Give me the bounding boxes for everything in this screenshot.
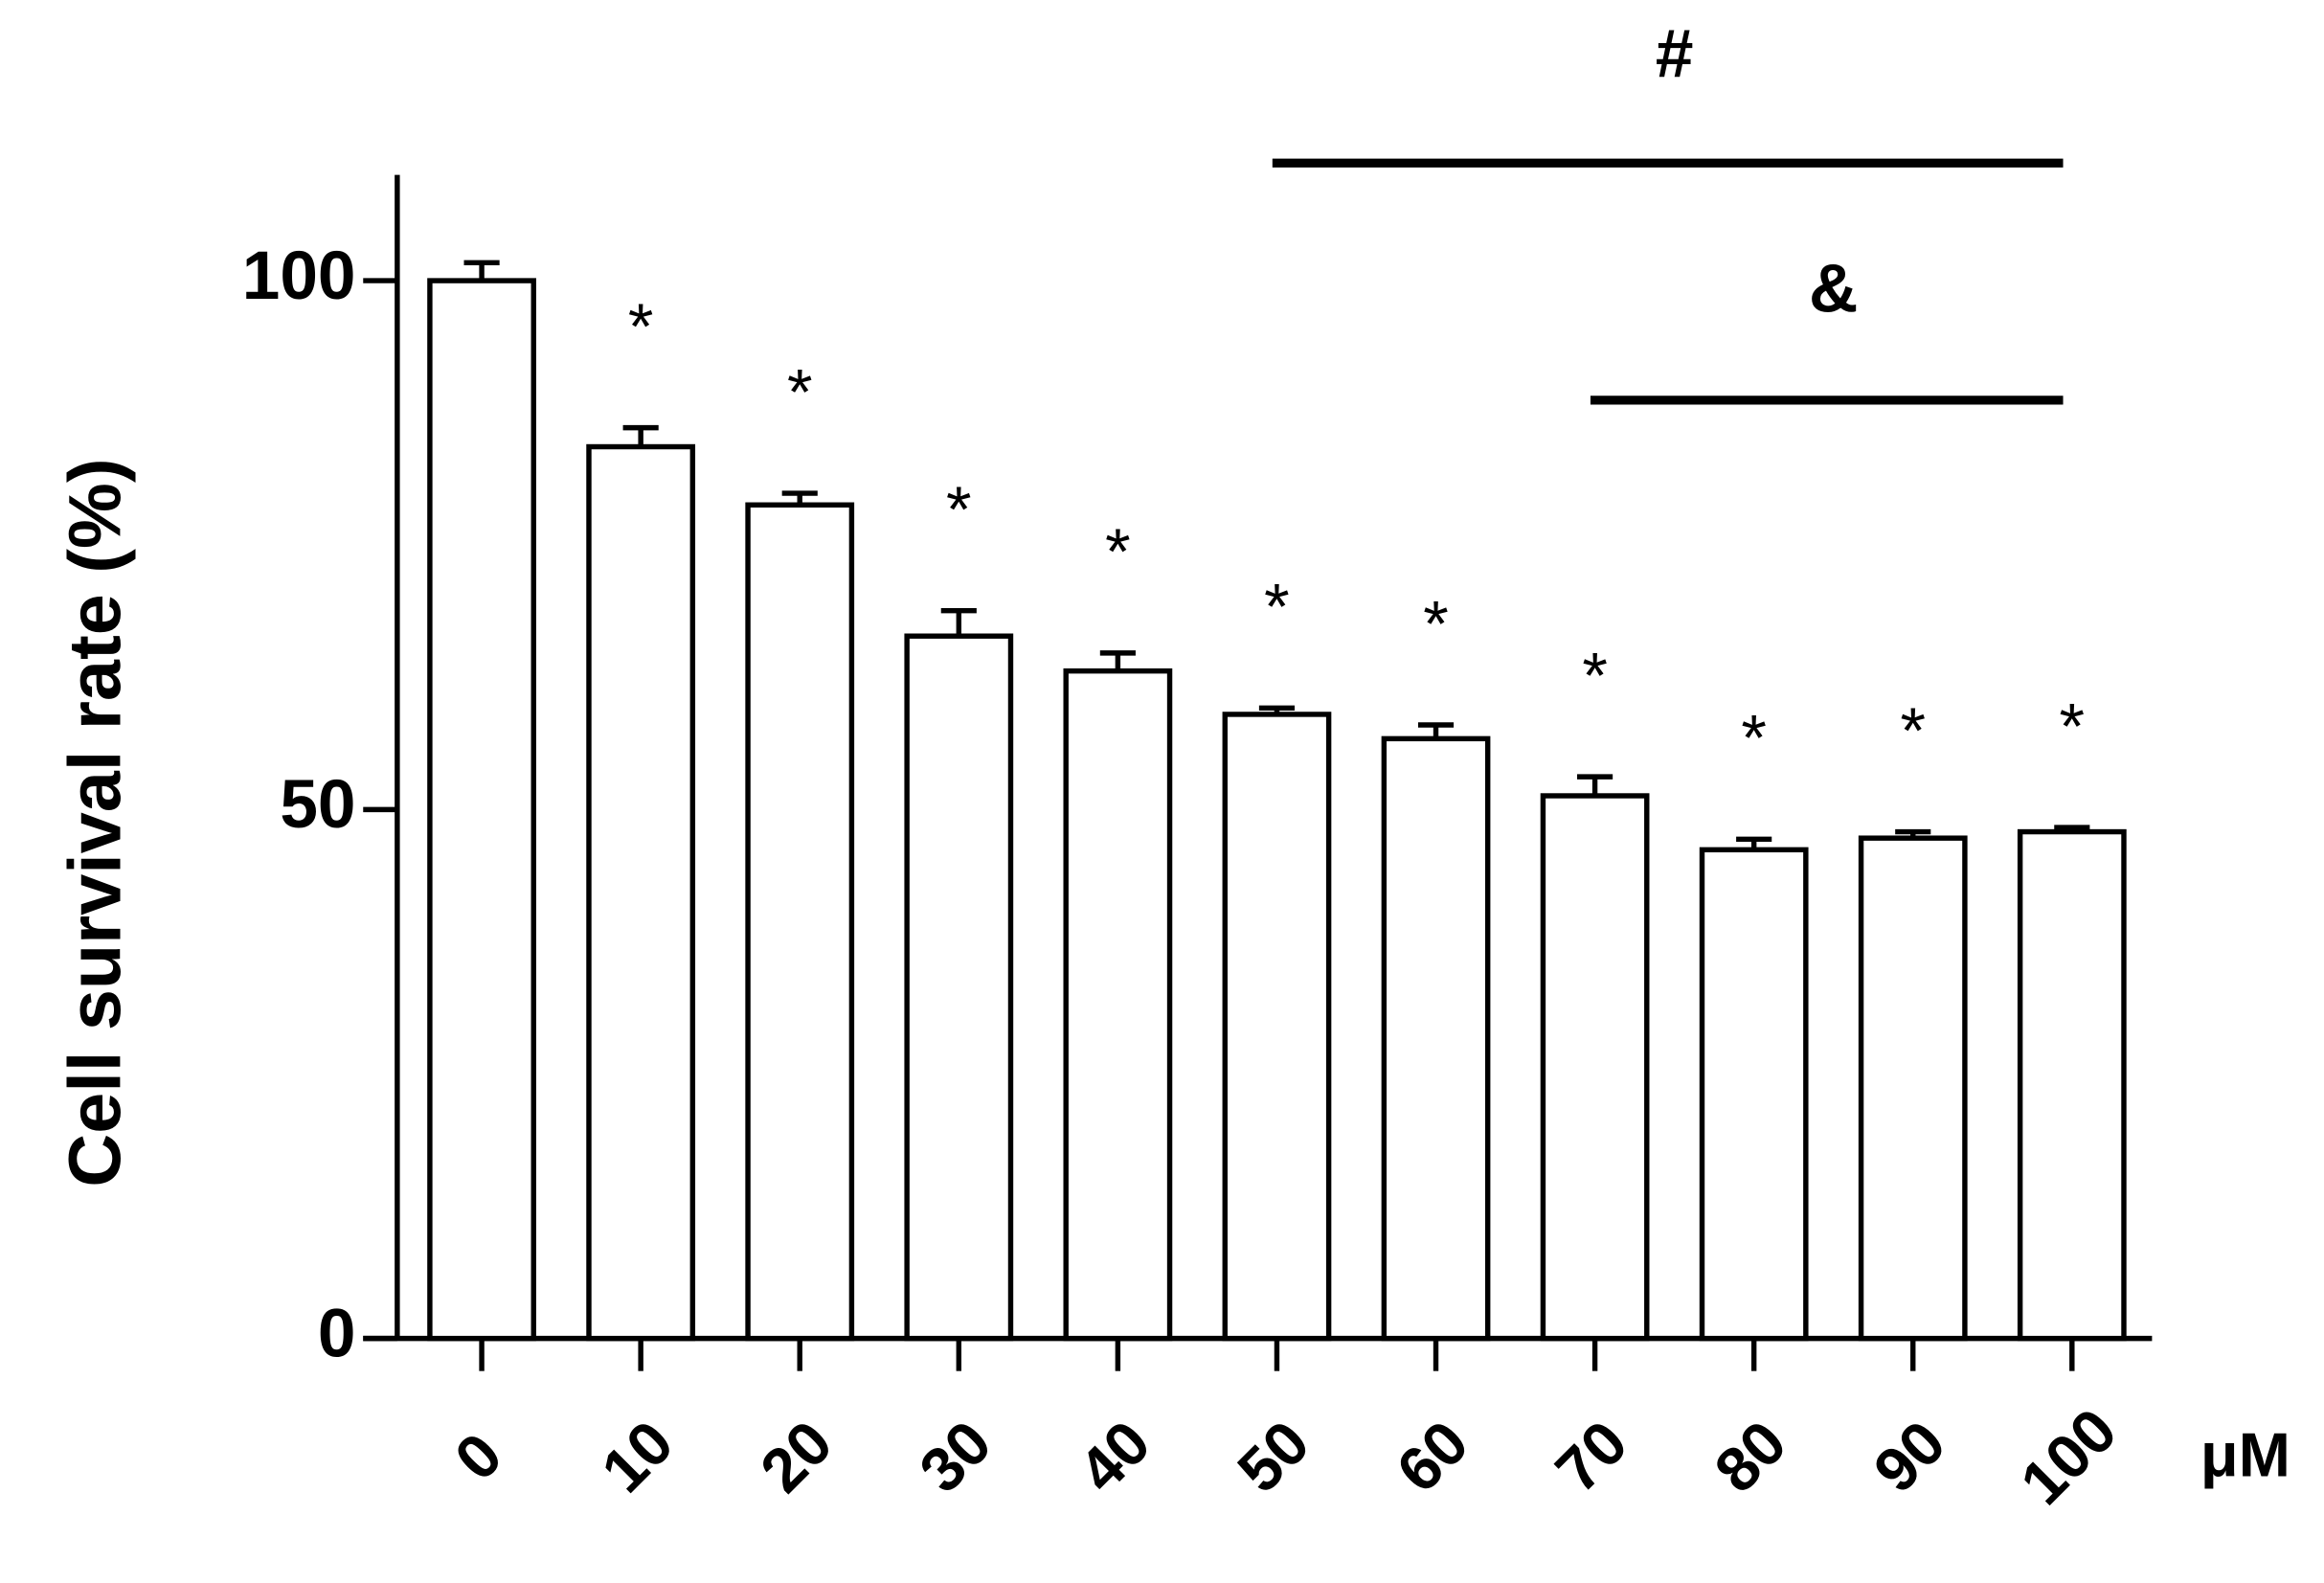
significance-label: * [1264,571,1289,644]
significance-label: * [2060,690,2086,763]
x-tick-label: 50 [1224,1407,1322,1505]
y-tick-label: 0 [318,1296,356,1371]
x-tick-label: 10 [588,1407,687,1505]
bar [586,443,696,1342]
significance-label: * [787,355,813,428]
x-tick-label: 100 [2007,1395,2130,1518]
significance-label: * [946,473,972,546]
bracket-label: # [1656,17,1694,93]
x-tick-label: 80 [1702,1407,1800,1505]
significance-label: * [628,290,654,363]
x-tick-label: 30 [906,1407,1004,1505]
x-tick-label: 70 [1542,1407,1640,1505]
significance-label: * [1741,702,1767,775]
x-tick-label: 60 [1383,1407,1481,1505]
significance-label: * [1105,515,1130,588]
bar [745,502,855,1342]
x-tick-label: 0 [441,1419,515,1493]
significance-label: * [1423,587,1448,660]
y-axis-label: Cell survival rate (%) [55,458,137,1187]
bar [1381,735,1491,1342]
bar [1063,667,1173,1342]
bar [1540,793,1650,1342]
bracket-label: & [1809,251,1858,327]
bar [1222,712,1332,1342]
bar [2017,828,2127,1342]
x-tick-label: 40 [1065,1407,1163,1505]
x-unit-label: μM [2200,1420,2290,1490]
x-tick-label: 90 [1861,1407,1959,1505]
x-tick-label: 20 [747,1407,846,1505]
bar [904,633,1014,1342]
y-tick-label: 100 [242,238,356,314]
bar [427,278,536,1342]
bar [1858,835,1968,1342]
bar [1699,847,1809,1342]
significance-label: * [1582,639,1608,712]
y-tick-label: 50 [280,767,355,843]
significance-label: * [1900,694,1925,767]
